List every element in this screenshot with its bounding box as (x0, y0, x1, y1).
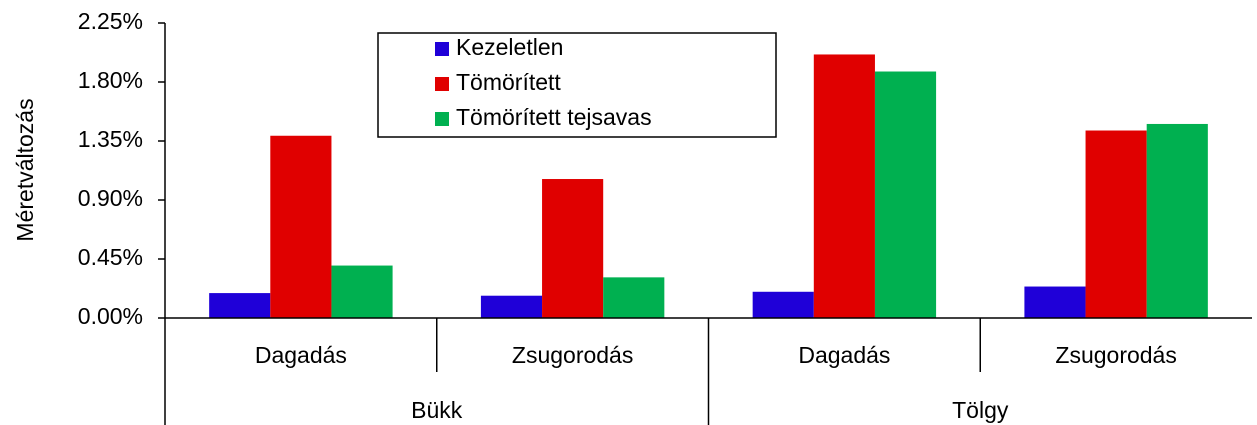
bar (270, 135, 332, 318)
bar (480, 295, 543, 318)
legend-swatch (435, 42, 449, 56)
x-tick-label: Dagadás (255, 342, 347, 368)
y-tick-label: 0.90% (78, 185, 143, 211)
bar (813, 54, 875, 318)
y-tick-label: 0.00% (78, 303, 143, 329)
x-tick-label: Zsugorodás (1055, 342, 1176, 368)
group-label: Bükk (411, 397, 463, 423)
x-tick-label: Zsugorodás (512, 342, 633, 368)
bar (331, 265, 393, 318)
bar (542, 179, 604, 318)
y-tick-label: 1.80% (78, 67, 143, 93)
bar (752, 291, 814, 318)
bar (209, 293, 271, 318)
bar (1085, 130, 1147, 318)
bar (603, 277, 665, 318)
y-tick-label: 0.45% (78, 244, 143, 270)
y-tick-label: 2.25% (78, 8, 143, 34)
legend-label: Tömörített tejsavas (456, 104, 652, 130)
x-tick-label: Dagadás (798, 342, 890, 368)
bar (1146, 123, 1208, 318)
group-label: Tölgy (952, 397, 1009, 423)
legend-swatch (435, 77, 449, 91)
y-tick-label: 1.35% (78, 126, 143, 152)
legend-label: Tömörített (456, 69, 561, 95)
bar (874, 71, 937, 318)
y-axis-label: Méretváltozás (12, 98, 38, 241)
bar (1024, 286, 1086, 318)
legend-label: Kezeletlen (456, 34, 563, 60)
legend-swatch (435, 112, 449, 126)
